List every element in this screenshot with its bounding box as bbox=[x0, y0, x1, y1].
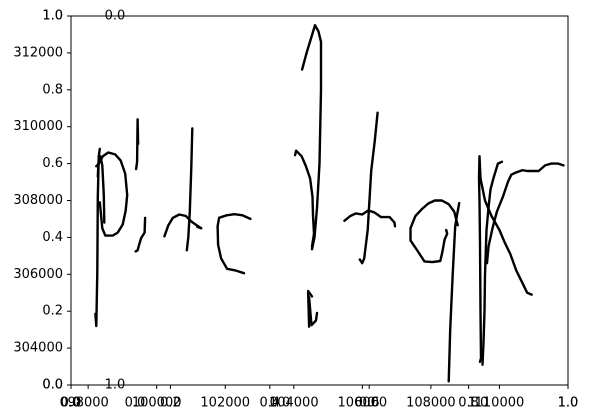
ink-stroke bbox=[477, 155, 533, 363]
stray-tick-label: 0.0 bbox=[125, 396, 146, 411]
y-tick-label-overlay: 304000 bbox=[13, 341, 63, 356]
stray-tick-label: 0.0 bbox=[60, 396, 81, 411]
ink-stroke bbox=[481, 160, 504, 366]
ink-stroke bbox=[216, 213, 252, 275]
y-tick-label-primary: 0.8 bbox=[42, 82, 63, 97]
stray-tick-label: 0.0 bbox=[270, 396, 291, 411]
x-tick-label-overlay: 98000 bbox=[67, 396, 108, 411]
x-tick-label-overlay: 102000 bbox=[200, 396, 250, 411]
ink-stroke bbox=[134, 118, 140, 171]
stray-tick-label: 1.0 bbox=[558, 396, 579, 411]
stray-tick-label: 1.0 bbox=[42, 9, 63, 24]
y-tick-label-primary: 0.2 bbox=[42, 304, 63, 319]
y-tick-label-primary: 0.0 bbox=[42, 378, 63, 393]
stray-tick-label: 0.0 bbox=[355, 396, 376, 411]
y-tick-label-overlay: 312000 bbox=[13, 45, 63, 60]
y-tick-label-primary: 0.6 bbox=[42, 156, 63, 171]
x-tick-label-primary: 1.0 bbox=[558, 396, 579, 411]
x-tick-label-primary: 0.2 bbox=[160, 396, 181, 411]
x-tick-label-overlay: 108000 bbox=[406, 396, 456, 411]
plot-frame bbox=[70, 15, 569, 386]
x-tick-label-primary: 0.6 bbox=[359, 396, 380, 411]
y-tick-label-overlay: 310000 bbox=[13, 119, 63, 134]
ink-stroke bbox=[485, 162, 565, 265]
ink-stroke bbox=[185, 127, 194, 252]
ink-stroke bbox=[307, 296, 319, 327]
x-tick-label-overlay: 104000 bbox=[269, 396, 319, 411]
handwriting-strokes bbox=[94, 24, 565, 383]
stray-tick-label: 1.0 bbox=[468, 396, 489, 411]
y-tick-label-primary: 0.4 bbox=[42, 230, 63, 245]
x-tick-label-primary: 0.4 bbox=[259, 396, 280, 411]
ink-stroke bbox=[196, 225, 203, 230]
ink-stroke bbox=[134, 216, 147, 253]
ink-stroke bbox=[293, 149, 316, 248]
ink-stroke bbox=[300, 24, 323, 251]
x-tick-label-overlay: 106000 bbox=[338, 396, 388, 411]
ink-stroke bbox=[95, 151, 129, 237]
y-tick-label-primary: 1.0 bbox=[42, 9, 63, 24]
tick-marks bbox=[67, 15, 569, 389]
ink-stroke bbox=[343, 209, 397, 228]
x-tick-label-primary: 0.8 bbox=[458, 396, 479, 411]
x-tick-label-overlay: 100000 bbox=[132, 396, 182, 411]
tick-labels: 0.00.20.40.60.81.03040003060003080003100… bbox=[13, 9, 578, 411]
x-tick-label-primary: 0.0 bbox=[61, 396, 82, 411]
y-tick-label-overlay: 306000 bbox=[13, 267, 63, 282]
x-tick-label-overlay: 110000 bbox=[475, 396, 525, 411]
ink-stroke bbox=[163, 213, 203, 238]
stray-tick-label: 0.0 bbox=[42, 378, 63, 393]
ink-stroke bbox=[358, 111, 379, 265]
ink-stroke bbox=[409, 199, 459, 264]
y-tick-label-overlay: 308000 bbox=[13, 193, 63, 208]
ink-stroke bbox=[447, 201, 461, 383]
